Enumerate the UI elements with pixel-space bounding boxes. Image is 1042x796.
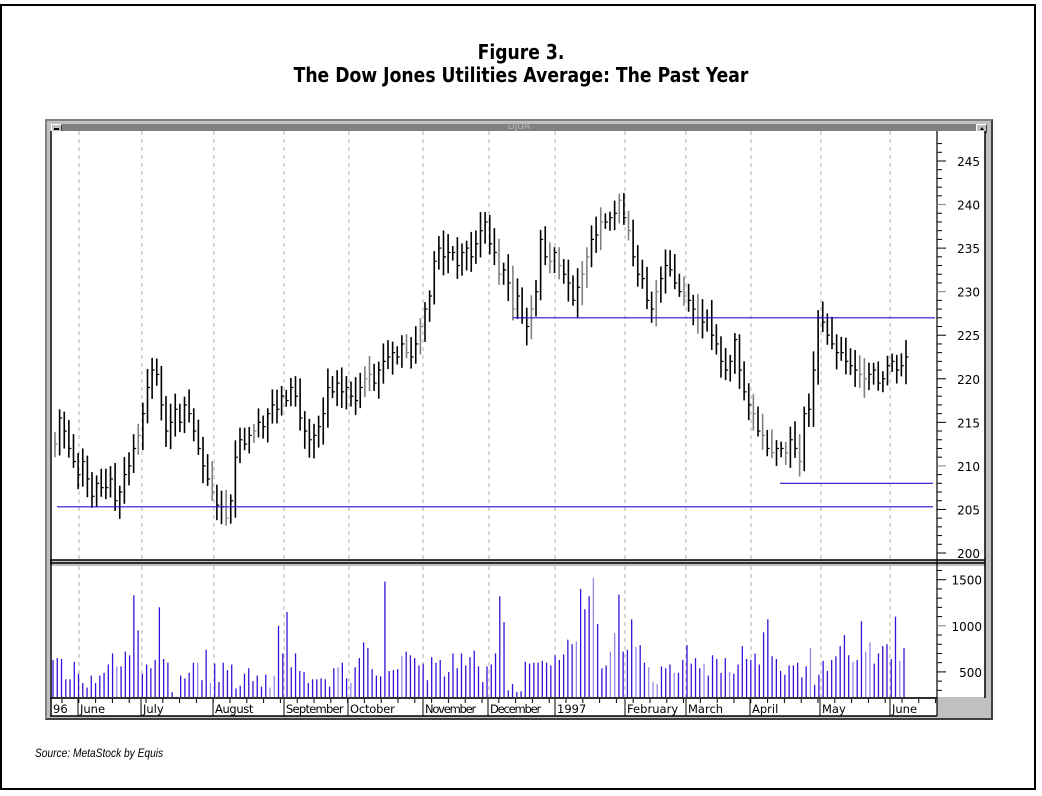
price-pane — [50, 131, 985, 560]
month-label: 1997 — [557, 702, 586, 716]
month-label: October — [350, 702, 395, 716]
month-label: April — [752, 702, 778, 716]
month-label: August — [215, 702, 254, 716]
y-tick-label: 245 — [957, 155, 980, 169]
month-label: June — [891, 702, 917, 716]
system-menu-icon — [54, 128, 59, 130]
month-label: September — [286, 702, 344, 716]
month-label: May — [822, 702, 846, 716]
month-label: March — [688, 702, 723, 716]
y-tick-label: 200 — [957, 547, 980, 561]
month-label: June — [79, 702, 105, 716]
month-label: February — [627, 702, 678, 716]
y-tick-label: 215 — [957, 416, 980, 430]
month-label: November — [425, 702, 476, 716]
y-tick-label: 235 — [957, 242, 980, 256]
y-tick-label: 240 — [957, 199, 980, 213]
figure-title: The Dow Jones Utilities Average: The Pas… — [293, 63, 749, 87]
volume-tick-label: 1500 — [951, 574, 982, 588]
month-label: July — [142, 702, 164, 716]
y-tick-label: 205 — [957, 503, 980, 517]
month-label: December — [490, 702, 541, 716]
maximize-icon — [980, 127, 984, 130]
x-axis-pane — [50, 699, 937, 716]
y-tick-label: 230 — [957, 286, 980, 300]
volume-tick-label: 1000 — [951, 620, 982, 634]
y-tick-label: 210 — [957, 460, 980, 474]
window-caption: DJUA — [507, 122, 531, 132]
month-label: 96 — [53, 702, 68, 716]
y-tick-label: 220 — [957, 373, 980, 387]
y-tick-label: 225 — [957, 329, 980, 343]
volume-tick-label: 500 — [959, 666, 982, 680]
source-note: Source: MetaStock by Equis — [35, 746, 164, 760]
figure-label: Figure 3. — [477, 40, 565, 64]
